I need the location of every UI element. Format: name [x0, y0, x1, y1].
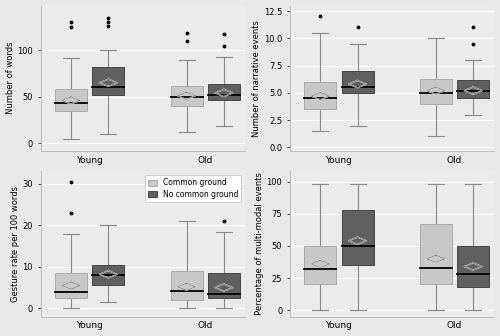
Y-axis label: Number of words: Number of words	[6, 42, 15, 114]
Bar	[170, 271, 202, 300]
Bar	[342, 210, 374, 265]
Y-axis label: Number of narrative events: Number of narrative events	[252, 20, 261, 136]
Bar	[420, 79, 452, 104]
Bar	[170, 86, 202, 106]
Bar	[55, 89, 87, 111]
Bar	[92, 67, 124, 95]
Y-axis label: Gesture rate per 100 words: Gesture rate per 100 words	[10, 186, 20, 302]
Bar	[457, 80, 489, 98]
Y-axis label: Percentage of multi-modal events: Percentage of multi-modal events	[255, 173, 264, 316]
Bar	[342, 71, 374, 93]
Bar	[55, 273, 87, 298]
Bar	[92, 265, 124, 286]
Bar	[304, 246, 336, 285]
Bar	[208, 84, 240, 99]
Legend: Common ground, No common ground: Common ground, No common ground	[144, 175, 242, 202]
Bar	[208, 273, 240, 298]
Bar	[304, 82, 336, 109]
Bar	[457, 246, 489, 287]
Bar	[420, 224, 452, 285]
